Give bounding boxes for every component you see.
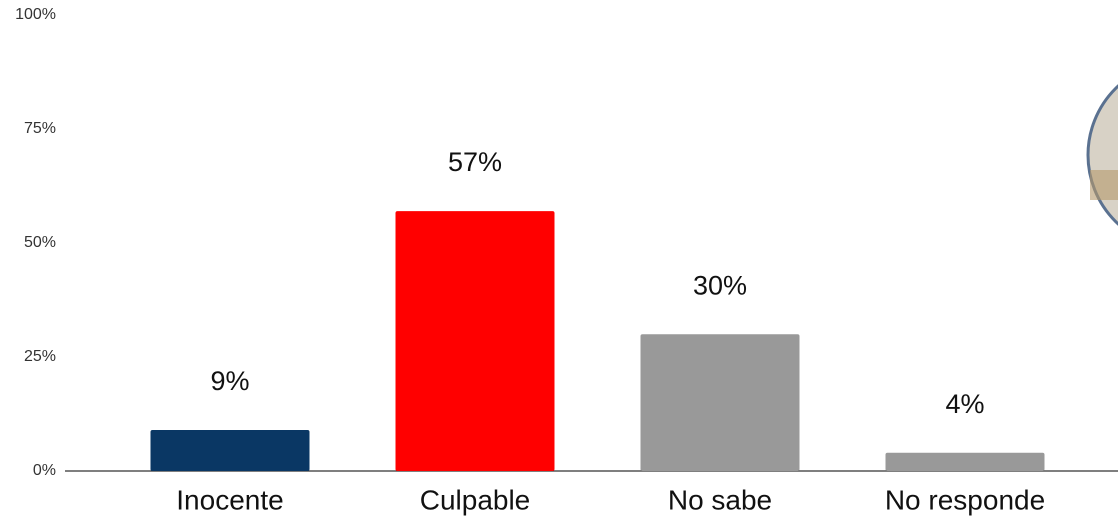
bar (885, 452, 1045, 471)
x-tick-label: No sabe (668, 484, 772, 515)
value-label: 30% (693, 270, 747, 300)
x-tick-label: Culpable (420, 484, 531, 515)
y-tick-label: 50% (24, 234, 56, 251)
y-tick-label: 75% (24, 120, 56, 137)
value-label: 57% (448, 147, 502, 177)
x-tick-label: Inocente (176, 484, 283, 515)
value-label: 4% (945, 389, 984, 419)
bar (395, 211, 555, 471)
y-tick-label: 100% (15, 6, 56, 23)
bar (150, 429, 310, 471)
x-tick-label: No responde (885, 484, 1045, 515)
bar (640, 334, 800, 471)
y-tick-label: 0% (33, 462, 56, 479)
value-label: 9% (210, 366, 249, 396)
photo-badge (1086, 84, 1118, 226)
y-tick-label: 25% (24, 348, 56, 365)
